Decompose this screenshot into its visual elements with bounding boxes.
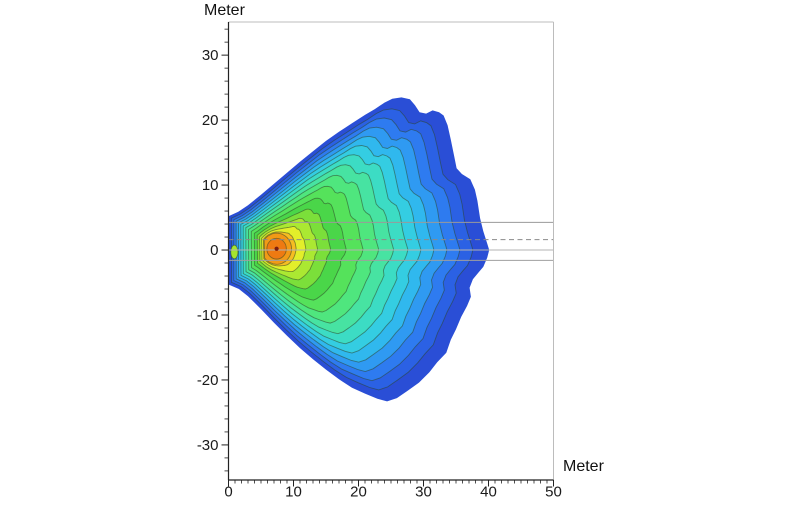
y-tick-label: 20 [202, 112, 219, 129]
x-tick-label: 40 [480, 484, 497, 501]
reference-lines-layer [228, 221, 554, 261]
contour-bands-layer [228, 97, 490, 402]
x-tick-label: 10 [285, 484, 302, 501]
axis-ticks-layer [221, 28, 554, 487]
y-tick-label: 0 [210, 242, 218, 259]
axis-tick-labels-layer: 0 10 20 30 40 50 -30 -20 -10 0 10 20 30 [197, 47, 562, 500]
source-marker-layer [274, 246, 279, 251]
contour-island [230, 244, 239, 260]
y-tick-label: -20 [197, 372, 219, 389]
x-tick-label: 30 [415, 484, 432, 501]
y-tick-label: -30 [197, 437, 219, 454]
source-marker [274, 246, 279, 251]
x-tick-label: 50 [545, 484, 562, 501]
y-tick-label: 10 [202, 177, 219, 194]
x-tick-label: 0 [224, 484, 232, 501]
y-tick-label: 30 [202, 47, 219, 64]
y-axis-title: Meter [204, 2, 246, 19]
y-tick-label: -10 [197, 307, 219, 324]
x-tick-label: 20 [350, 484, 367, 501]
x-axis-title: Meter [563, 458, 605, 475]
